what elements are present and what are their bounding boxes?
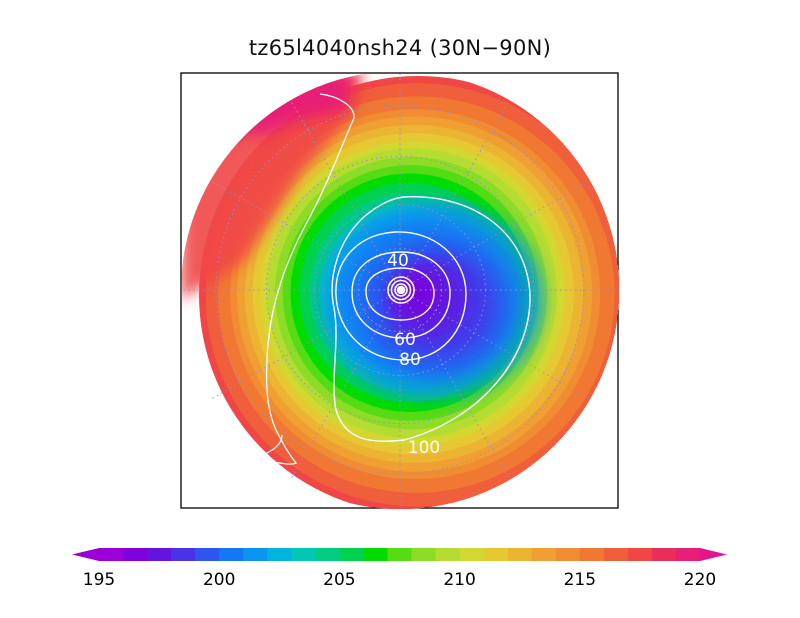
contour-label-40: 40	[387, 251, 409, 271]
colorbar-box	[267, 548, 292, 561]
colorbar-tick-label: 215	[564, 570, 596, 590]
meridian-line	[210, 289, 401, 400]
colorbar-box	[579, 548, 605, 561]
colorbar-labels: 195 200 205 210 215 220	[83, 570, 716, 590]
meridian-line	[290, 100, 401, 291]
contour-line	[365, 267, 435, 321]
colorbar-tick-label: 220	[684, 570, 716, 590]
colorbar-box	[531, 548, 557, 561]
colorbar-box	[675, 548, 701, 561]
contour-line	[255, 93, 355, 465]
contour-line	[387, 276, 415, 304]
plot-title: tz65l4040nsh24 (30N−90N)	[248, 36, 552, 60]
graticule	[181, 71, 619, 509]
colorbar-low-arrow	[72, 548, 99, 561]
contour-label-60: 60	[394, 330, 416, 350]
colorbar-box	[483, 548, 509, 561]
colorbar-box	[507, 548, 533, 561]
colorbar-tick-label: 205	[323, 570, 355, 590]
colorbar-box	[459, 548, 485, 561]
colorbar-box	[99, 548, 124, 561]
contour-line	[394, 283, 408, 297]
contour-center	[398, 287, 404, 293]
meridian-line	[210, 180, 401, 291]
colorbar-box	[147, 548, 172, 561]
meridian-line	[399, 289, 590, 400]
colorbar-high-arrow	[700, 548, 727, 561]
colorbar-tick-label: 195	[83, 570, 115, 590]
contour-line	[331, 196, 531, 442]
colorbar-boxes	[72, 548, 727, 561]
colorbar-box	[243, 548, 268, 561]
colorbar-box	[291, 548, 316, 561]
contour-line	[351, 251, 451, 339]
colorbar-box	[339, 548, 364, 561]
colorbar-box	[315, 548, 340, 561]
colorbar-box	[195, 548, 220, 561]
colorbar-box	[555, 548, 581, 561]
colorbar-box	[411, 548, 436, 561]
colorbar-box	[627, 548, 653, 561]
latitude-circle	[215, 105, 585, 475]
colorbar-box	[387, 548, 412, 561]
meridian-line	[399, 100, 510, 291]
contour-label-80: 80	[399, 350, 421, 370]
colorbar-tick-label: 210	[443, 570, 475, 590]
colorbar-box	[123, 548, 148, 561]
colorbar-box	[603, 548, 629, 561]
meridian-line	[399, 289, 510, 480]
contour-line	[390, 279, 412, 301]
colorbar-box	[435, 548, 460, 561]
colorbar-box	[363, 548, 388, 561]
colorbar-box	[171, 548, 196, 561]
contour-lines	[255, 93, 531, 465]
meridian-line	[399, 180, 590, 291]
colorbar-box	[219, 548, 244, 561]
latitude-circle	[265, 155, 535, 425]
contour-line	[396, 285, 406, 295]
colorbar-box	[651, 548, 677, 561]
latitude-circle	[357, 247, 443, 333]
colorbar-tick-label: 200	[203, 570, 235, 590]
contour-label-100: 100	[408, 438, 440, 458]
meridian-line	[290, 289, 401, 480]
contour-line	[335, 231, 467, 361]
